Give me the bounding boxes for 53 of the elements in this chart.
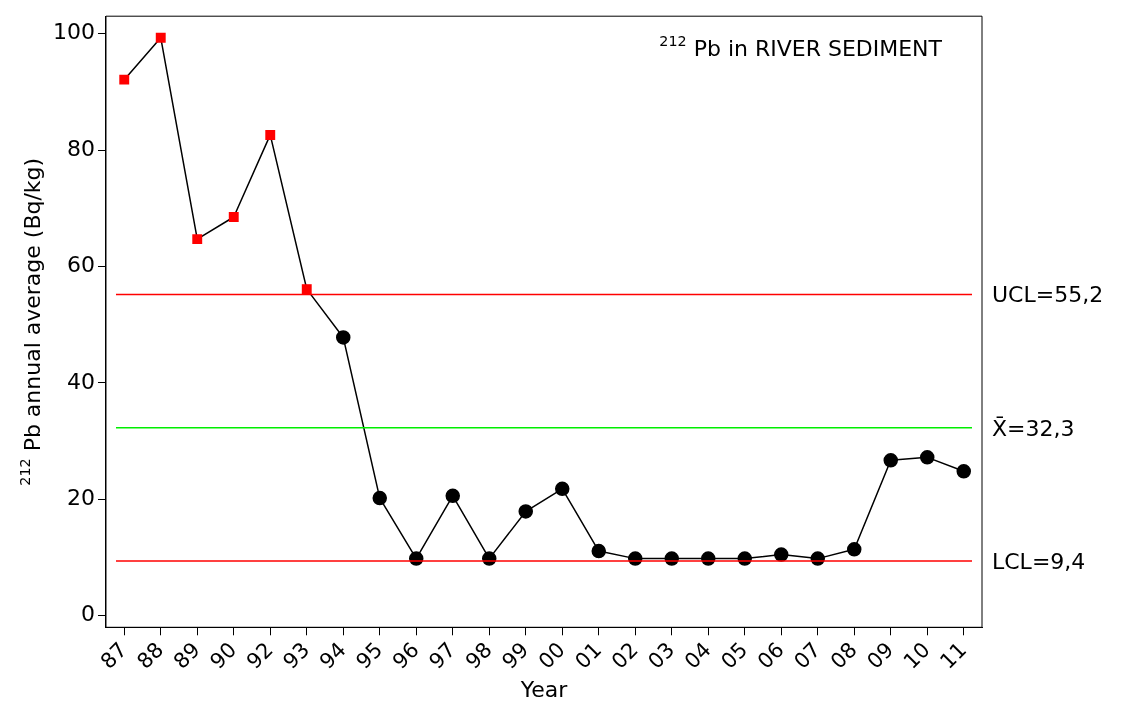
x-tick-label: 05 — [716, 637, 753, 674]
x-tick-label: 11 — [935, 637, 972, 674]
x-tick-label: 02 — [606, 637, 643, 674]
point — [445, 488, 460, 504]
x-tick-label: 89 — [168, 637, 205, 674]
point — [555, 481, 570, 497]
x-tick-label: 03 — [643, 637, 680, 674]
x-tick-label: 99 — [497, 637, 534, 674]
y-tick-label: 0 — [80, 601, 95, 627]
x-tick-label: 09 — [862, 637, 899, 674]
x-tick-label: 08 — [825, 637, 862, 674]
x-tick-label: 94 — [314, 637, 351, 674]
x-tick-label: 04 — [679, 637, 716, 674]
x-tick-label: 88 — [132, 637, 169, 674]
y-tick-label: 20 — [66, 484, 95, 510]
x-tick-label: 87 — [95, 637, 132, 674]
point — [518, 504, 533, 519]
ref-line-label: LCL=9,4 — [992, 548, 1086, 574]
y-tick-label: 40 — [66, 368, 95, 394]
x-tick-label: 00 — [533, 637, 570, 674]
point — [301, 284, 312, 295]
x-tick-label: 10 — [898, 637, 935, 674]
point — [372, 490, 387, 506]
x-axis-title: Year — [519, 677, 569, 702]
point — [920, 450, 935, 465]
x-tick-label: 90 — [205, 637, 242, 674]
x-tick-label: 96 — [387, 637, 424, 674]
x-tick-label: 93 — [278, 637, 315, 674]
y-tick-label: 80 — [66, 135, 95, 161]
x-tick-label: 95 — [351, 637, 388, 674]
ref-line-label: UCL=55,2 — [992, 282, 1104, 308]
y-tick-label: 60 — [66, 252, 95, 278]
y-tick-label: 100 — [52, 19, 95, 45]
point — [228, 212, 239, 222]
point — [883, 453, 898, 468]
x-tick-label: 07 — [789, 637, 826, 674]
x-tick-label: 97 — [424, 637, 461, 674]
text: 212 Pb in RIVER SEDIMENT — [659, 33, 943, 62]
y-axis-title: 212 Pb annual average (Bq/kg) — [17, 157, 45, 486]
point — [155, 32, 166, 43]
ref-line-label: X̄=32,3 — [992, 415, 1075, 441]
point — [335, 330, 351, 345]
point — [847, 542, 862, 557]
x-tick-label: 06 — [752, 637, 789, 674]
x-tick-label: 92 — [241, 637, 278, 674]
point — [774, 547, 789, 562]
point — [192, 234, 203, 245]
x-tick-label: 01 — [570, 637, 607, 674]
point — [119, 74, 130, 85]
point — [956, 464, 971, 479]
point — [591, 543, 606, 559]
x-tick-label: 98 — [460, 637, 497, 674]
point — [265, 129, 276, 140]
